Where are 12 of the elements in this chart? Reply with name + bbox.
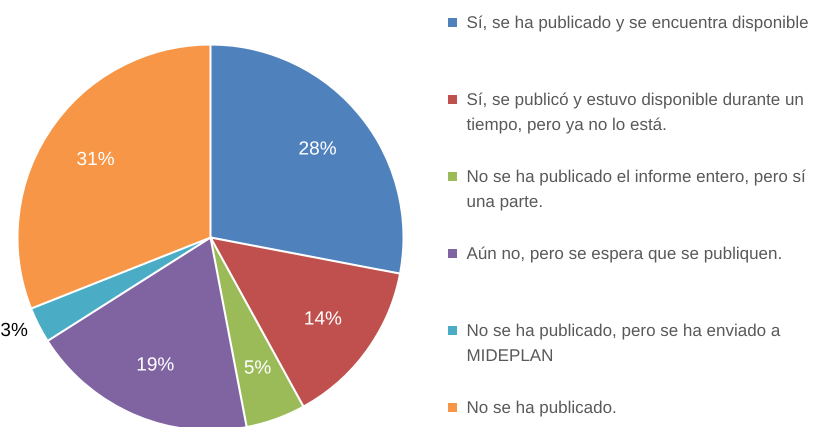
legend-label: No se ha publicado, pero se ha enviado a MIDEPLAN (466, 321, 781, 365)
legend-label: No se ha publicado. (466, 398, 617, 417)
legend-label: Sí, se ha publicado y se encuentra disponible (466, 13, 809, 32)
legend-label: Sí, se publicó y estuvo disponible durante un tiempo, pero ya no lo está. (466, 90, 804, 134)
legend-label: No se ha publicado el informe entero, pero sí una parte. (466, 167, 806, 211)
data-label: 28% (298, 138, 337, 160)
data-label: 19% (136, 354, 174, 376)
legend-label: Aún no, pero se espera que se publiquen. (466, 244, 782, 263)
data-label: 14% (304, 308, 342, 330)
data-label: 5% (244, 358, 272, 379)
data-label: 3% (0, 320, 28, 342)
data-label: 31% (76, 148, 115, 170)
